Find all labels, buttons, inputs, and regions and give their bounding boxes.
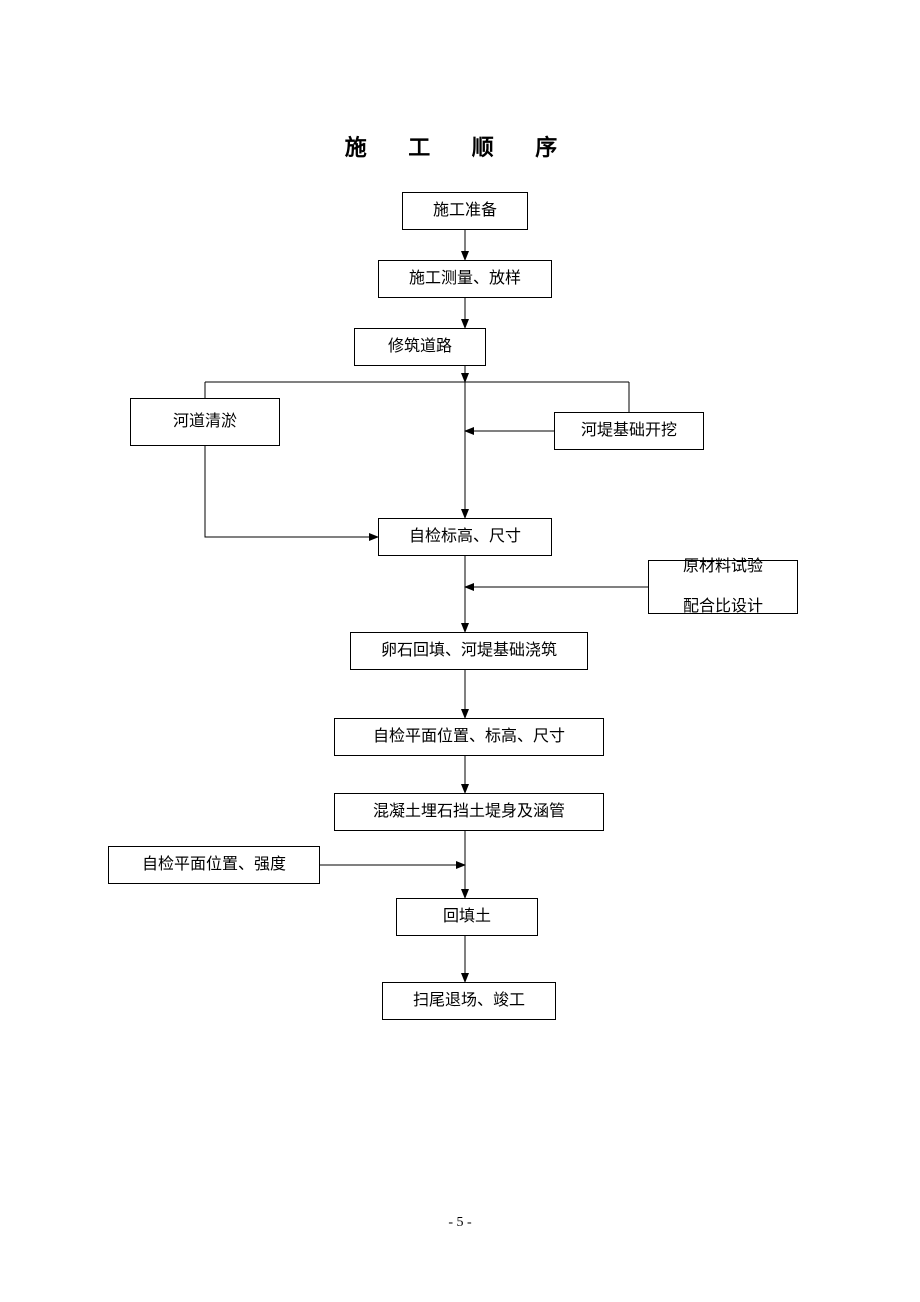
flowchart-node-n3: 修筑道路 [354,328,486,366]
page-title: 施 工 顺 序 [0,130,920,162]
flowchart-node-n2: 施工测量、放样 [378,260,552,298]
flowchart-node-n11: 自检平面位置、强度 [108,846,320,884]
page-number: - 5 - [0,1215,920,1231]
edge-n4-n6-left [205,446,378,537]
flowchart-node-n12: 回填土 [396,898,538,936]
flowchart-node-n1: 施工准备 [402,192,528,230]
flowchart-node-n5: 河堤基础开挖 [554,412,704,450]
flowchart-node-n13: 扫尾退场、竣工 [382,982,556,1020]
flowchart-node-n4: 河道清淤 [130,398,280,446]
flowchart-node-n8: 卵石回填、河堤基础浇筑 [350,632,588,670]
flowchart-node-n9: 自检平面位置、标高、尺寸 [334,718,604,756]
page: 施 工 顺 序 施工准备施工测量、放样修筑道路河道清淤 河堤基础开挖自检标高、尺寸… [0,0,920,1302]
flowchart-node-n7: 原材料试验配合比设计 [648,560,798,614]
flowchart-node-n6: 自检标高、尺寸 [378,518,552,556]
flowchart-node-n10: 混凝土埋石挡土堤身及涵管 [334,793,604,831]
